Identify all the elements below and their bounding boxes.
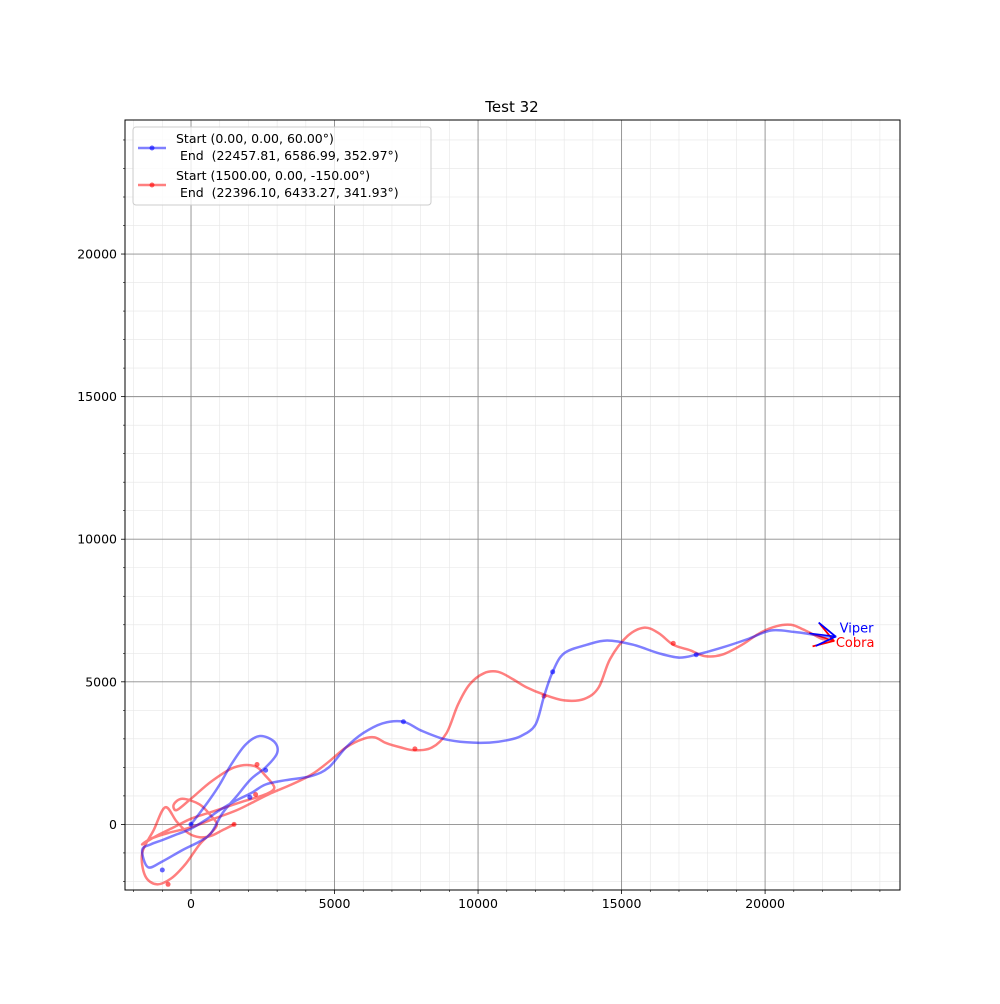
legend-marker-cobra xyxy=(149,182,155,188)
waypoint-marker-viper xyxy=(400,719,406,725)
x-tick-label: 0 xyxy=(187,896,195,911)
waypoint-marker-cobra xyxy=(254,762,260,768)
waypoint-marker-cobra xyxy=(670,640,676,646)
heading-arrow-head-viper xyxy=(818,621,837,638)
waypoint-marker-viper xyxy=(693,652,699,658)
x-tick-label: 10000 xyxy=(458,896,498,911)
y-tick-label: 15000 xyxy=(77,389,117,404)
heading-arrow-shaft-viper xyxy=(809,632,836,638)
major-grid xyxy=(125,120,900,890)
x-tick-label: 20000 xyxy=(745,896,785,911)
legend-label-cobra-start: Start (1500.00, 0.00, -150.00°) xyxy=(176,168,370,183)
waypoint-marker-viper xyxy=(263,767,269,773)
y-tick-label: 20000 xyxy=(77,247,117,262)
waypoint-marker-cobra xyxy=(231,821,237,827)
x-tick-label: 5000 xyxy=(319,896,351,911)
waypoint-marker-cobra xyxy=(412,746,418,752)
heading-arrow-head-viper xyxy=(815,635,837,647)
end-label-viper: Viper xyxy=(840,622,874,637)
y-tick-label: 5000 xyxy=(85,674,117,689)
y-tick-label: 0 xyxy=(109,817,117,832)
legend-marker-viper xyxy=(149,145,155,151)
y-tick-label: 10000 xyxy=(77,532,117,547)
waypoint-marker-cobra xyxy=(165,881,171,887)
legend-label-cobra-end: End (22396.10, 6433.27, 341.93°) xyxy=(176,185,399,200)
axes-frame xyxy=(124,119,901,891)
waypoint-marker-viper xyxy=(550,669,556,675)
waypoint-marker-viper xyxy=(247,794,253,800)
waypoint-marker-cobra xyxy=(253,791,259,797)
waypoint-marker-viper xyxy=(188,821,194,827)
legend-label-viper-start: Start (0.00, 0.00, 60.00°) xyxy=(176,131,334,146)
legend-box xyxy=(132,126,432,206)
legend-label-viper-end: End (22457.81, 6586.99, 352.97°) xyxy=(176,148,399,163)
chart-title: Test 32 xyxy=(484,98,538,116)
waypoint-marker-viper xyxy=(159,867,165,873)
trajectory-cobra xyxy=(140,623,836,886)
end-label-cobra: Cobra xyxy=(836,636,875,651)
trajectory-viper xyxy=(140,628,837,869)
legend: Start (0.00, 0.00, 60.00°) End (22457.81… xyxy=(132,126,432,206)
axis-ticks: 0 5000 10000 15000 20000 0 5000 10000 15000 20000 xyxy=(77,139,881,911)
x-tick-label: 15000 xyxy=(602,896,642,911)
